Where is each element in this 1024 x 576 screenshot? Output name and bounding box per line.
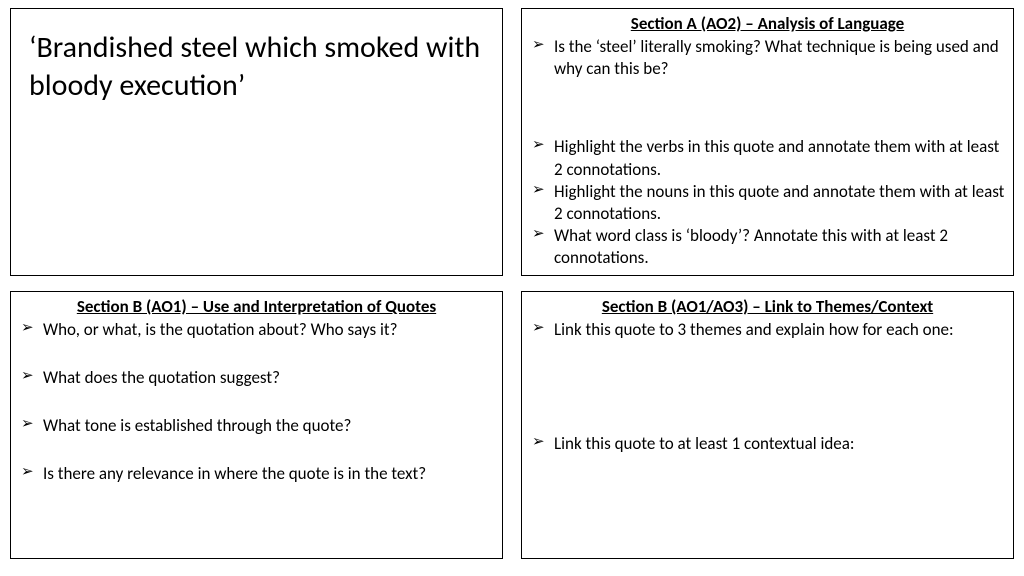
- list-item: Is the ‘steel’ literally smoking? What t…: [530, 36, 1005, 80]
- list-item: Highlight the verbs in this quote and an…: [530, 136, 1005, 180]
- quote-text: ‘Brandished steel which smoked with bloo…: [29, 29, 484, 104]
- section-b-left-list: Is there any relevance in where the quot…: [19, 463, 494, 485]
- list-item: Link this quote to at least 1 contextual…: [530, 433, 1005, 455]
- list-item: What word class is ‘bloody’? Annotate th…: [530, 225, 1005, 269]
- section-b-left-list: What tone is established through the quo…: [19, 415, 494, 437]
- section-b-left-box: Section B (AO1) – Use and Interpretation…: [10, 291, 503, 559]
- spacer: [530, 80, 1005, 136]
- section-b-right-list: Link this quote to at least 1 contextual…: [530, 433, 1005, 455]
- section-b-left-list: Who, or what, is the quotation about? Wh…: [19, 319, 494, 341]
- section-b-right-box: Section B (AO1/AO3) – Link to Themes/Con…: [521, 291, 1014, 559]
- spacer: [530, 341, 1005, 433]
- section-a-list: Is the ‘steel’ literally smoking? What t…: [530, 36, 1005, 80]
- list-item: Is there any relevance in where the quot…: [19, 463, 494, 485]
- spacer: [19, 389, 494, 415]
- section-a-box: Section A (AO2) – Analysis of Language I…: [521, 8, 1014, 276]
- list-item: What tone is established through the quo…: [19, 415, 494, 437]
- section-b-right-heading: Section B (AO1/AO3) – Link to Themes/Con…: [530, 296, 1005, 317]
- spacer: [19, 341, 494, 367]
- list-item: Link this quote to 3 themes and explain …: [530, 319, 1005, 341]
- worksheet-grid: ‘Brandished steel which smoked with bloo…: [10, 8, 1014, 568]
- section-b-right-list: Link this quote to 3 themes and explain …: [530, 319, 1005, 341]
- quote-box: ‘Brandished steel which smoked with bloo…: [10, 8, 503, 276]
- section-b-left-list: What does the quotation suggest?: [19, 367, 494, 389]
- list-item: Who, or what, is the quotation about? Wh…: [19, 319, 494, 341]
- spacer: [19, 437, 494, 463]
- list-item: Highlight the nouns in this quote and an…: [530, 181, 1005, 225]
- list-item: What does the quotation suggest?: [19, 367, 494, 389]
- section-a-heading: Section A (AO2) – Analysis of Language: [530, 13, 1005, 34]
- section-b-left-heading: Section B (AO1) – Use and Interpretation…: [19, 296, 494, 317]
- section-a-list-2: Highlight the verbs in this quote and an…: [530, 136, 1005, 269]
